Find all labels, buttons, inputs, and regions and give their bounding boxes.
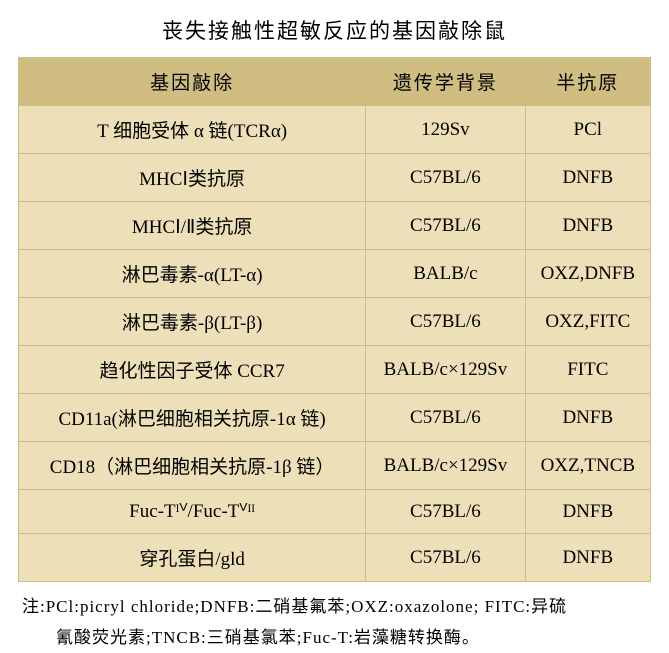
table-row: 趋化性因子受体 CCR7BALB/c×129SvFITC bbox=[19, 346, 651, 394]
table-cell: BALB/c×129Sv bbox=[366, 346, 525, 394]
table-cell: DNFB bbox=[525, 534, 650, 582]
knockout-table: 基因敲除 遗传学背景 半抗原 T 细胞受体 α 链(TCRα)129SvPClM… bbox=[18, 57, 651, 582]
col-header-hapten: 半抗原 bbox=[525, 58, 650, 106]
table-row: CD11a(淋巴细胞相关抗原-1α 链)C57BL/6DNFB bbox=[19, 394, 651, 442]
table-cell: 淋巴毒素-α(LT-α) bbox=[19, 250, 366, 298]
footnote-line1: 注:PCl:picryl chloride;DNFB:二硝基氟苯;OXZ:oxa… bbox=[22, 592, 647, 623]
table-row: MHCⅠ/Ⅱ类抗原C57BL/6DNFB bbox=[19, 202, 651, 250]
table-cell: OXZ,TNCB bbox=[525, 442, 650, 490]
footnote: 注:PCl:picryl chloride;DNFB:二硝基氟苯;OXZ:oxa… bbox=[18, 592, 651, 653]
table-row: 淋巴毒素-β(LT-β)C57BL/6OXZ,FITC bbox=[19, 298, 651, 346]
table-cell: OXZ,DNFB bbox=[525, 250, 650, 298]
table-row: 淋巴毒素-α(LT-α)BALB/cOXZ,DNFB bbox=[19, 250, 651, 298]
table-cell: C57BL/6 bbox=[366, 394, 525, 442]
col-header-gene: 基因敲除 bbox=[19, 58, 366, 106]
table-cell: BALB/c×129Sv bbox=[366, 442, 525, 490]
table-cell: 穿孔蛋白/gld bbox=[19, 534, 366, 582]
table-cell: 趋化性因子受体 CCR7 bbox=[19, 346, 366, 394]
table-cell: DNFB bbox=[525, 202, 650, 250]
col-header-background: 遗传学背景 bbox=[366, 58, 525, 106]
table-cell: C57BL/6 bbox=[366, 490, 525, 534]
table-cell: BALB/c bbox=[366, 250, 525, 298]
table-row: 穿孔蛋白/gldC57BL/6DNFB bbox=[19, 534, 651, 582]
table-cell: C57BL/6 bbox=[366, 534, 525, 582]
table-cell: C57BL/6 bbox=[366, 154, 525, 202]
table-header-row: 基因敲除 遗传学背景 半抗原 bbox=[19, 58, 651, 106]
table-cell: DNFB bbox=[525, 490, 650, 534]
table-cell: T 细胞受体 α 链(TCRα) bbox=[19, 106, 366, 154]
table-cell: CD11a(淋巴细胞相关抗原-1α 链) bbox=[19, 394, 366, 442]
footnote-line2: 氰酸荧光素;TNCB:三硝基氯苯;Fuc-T:岩藻糖转换酶。 bbox=[22, 623, 647, 653]
table-row: Fuc-Tᴵⱽ/Fuc-TⱽᴵᴵC57BL/6DNFB bbox=[19, 490, 651, 534]
page-title: 丧失接触性超敏反应的基因敲除鼠 bbox=[18, 15, 651, 45]
table-cell: OXZ,FITC bbox=[525, 298, 650, 346]
table-cell: MHCⅠ/Ⅱ类抗原 bbox=[19, 202, 366, 250]
table-row: MHCⅠ类抗原C57BL/6DNFB bbox=[19, 154, 651, 202]
table-row: CD18（淋巴细胞相关抗原-1β 链）BALB/c×129SvOXZ,TNCB bbox=[19, 442, 651, 490]
table-cell: FITC bbox=[525, 346, 650, 394]
table-cell: Fuc-Tᴵⱽ/Fuc-Tⱽᴵᴵ bbox=[19, 490, 366, 534]
table-cell: DNFB bbox=[525, 394, 650, 442]
table-cell: PCl bbox=[525, 106, 650, 154]
table-cell: C57BL/6 bbox=[366, 202, 525, 250]
table-cell: 129Sv bbox=[366, 106, 525, 154]
table-cell: 淋巴毒素-β(LT-β) bbox=[19, 298, 366, 346]
table-cell: C57BL/6 bbox=[366, 298, 525, 346]
table-cell: DNFB bbox=[525, 154, 650, 202]
table-cell: MHCⅠ类抗原 bbox=[19, 154, 366, 202]
table-row: T 细胞受体 α 链(TCRα)129SvPCl bbox=[19, 106, 651, 154]
table-cell: CD18（淋巴细胞相关抗原-1β 链） bbox=[19, 442, 366, 490]
